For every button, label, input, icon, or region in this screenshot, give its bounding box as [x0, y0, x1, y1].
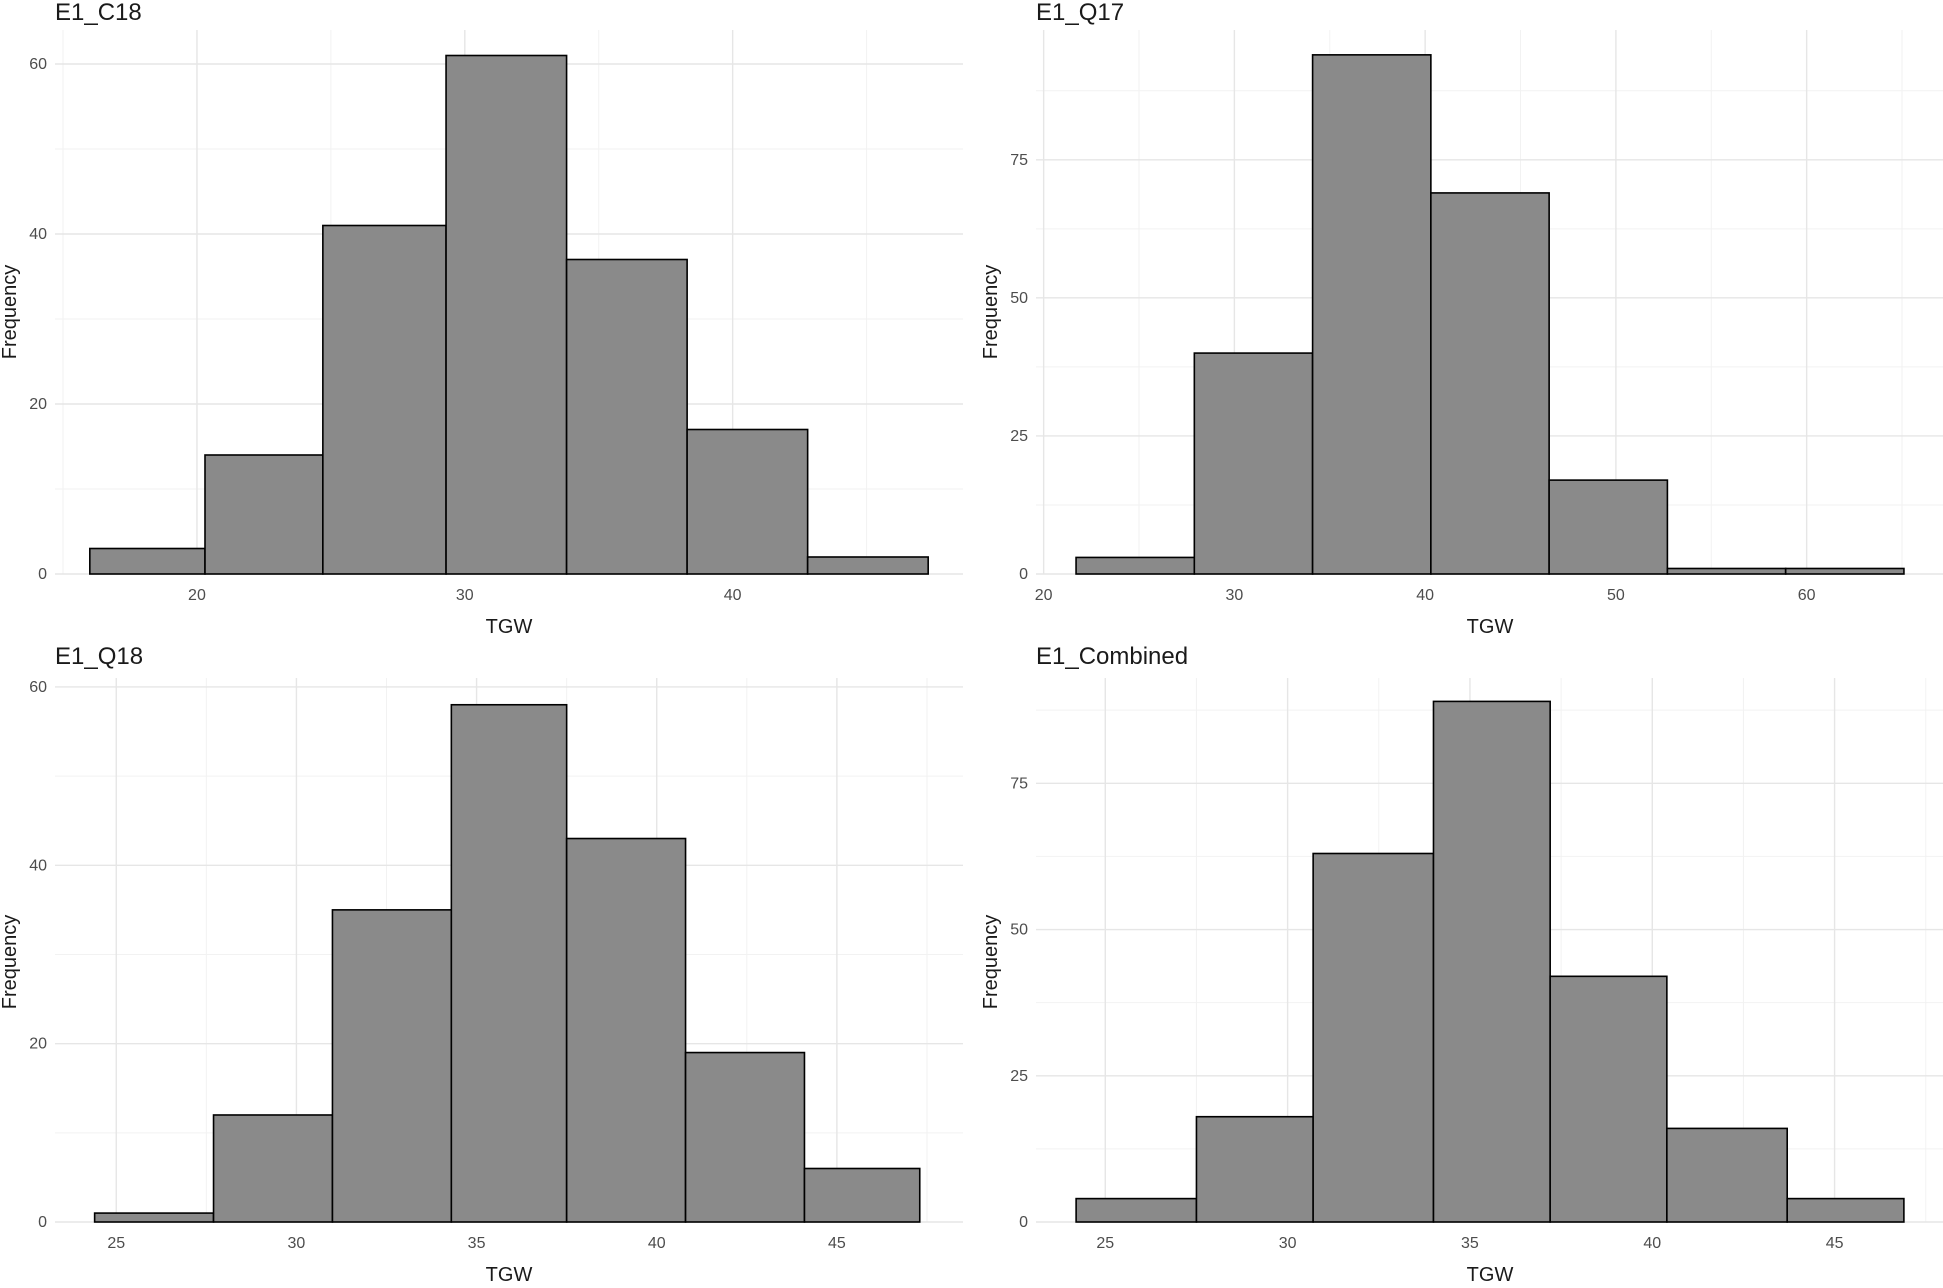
y-tick-label: 75	[1010, 152, 1028, 169]
histogram-bar	[1666, 567, 1787, 575]
y-tick-label: 20	[29, 396, 47, 413]
x-tick-label: 40	[724, 587, 742, 604]
histogram-bar	[1311, 54, 1432, 575]
x-tick-label: 35	[468, 1235, 486, 1252]
y-tick-label: 0	[1019, 1214, 1028, 1231]
x-tick-label: 20	[1035, 587, 1053, 604]
x-tick-label: 50	[1607, 587, 1625, 604]
histogram-bar	[1312, 852, 1435, 1223]
x-tick-label: 25	[107, 1235, 125, 1252]
histogram-bar	[565, 258, 688, 575]
histogram-panel-e1-c18: 20 30 40 0 20 40 60 E1_C18 TGW Frequency	[0, 0, 971, 644]
histogram-bar	[89, 547, 206, 575]
histogram-bar	[686, 428, 809, 575]
histogram-bar	[1430, 192, 1550, 575]
histogram-bar	[1075, 1197, 1198, 1223]
x-tick-label: 30	[1279, 1235, 1297, 1252]
histogram-svg: 25 30 35 40 45 0 25 50 75 E1_Combined TGW Freque…	[981, 644, 1943, 1286]
histogram-panel-e1-q18: 25 30 35 40 45 0 20 40 60 E1_Q18 TGW Frequency	[0, 644, 971, 1288]
histogram-bar	[212, 1114, 334, 1223]
histogram-bar	[1075, 556, 1196, 575]
x-tick-label: 20	[188, 587, 206, 604]
histogram-bar	[1784, 567, 1905, 575]
y-tick-label: 0	[38, 566, 47, 583]
histogram-bar	[450, 703, 568, 1223]
histogram-bar	[684, 1051, 806, 1223]
histogram-bar	[806, 556, 929, 575]
histogram-bar	[322, 224, 447, 575]
histogram-bar	[1548, 479, 1669, 575]
histogram-bar	[93, 1212, 215, 1223]
chart-title: E1_Q18	[55, 644, 143, 670]
x-tick-label: 25	[1096, 1235, 1114, 1252]
histogram-svg: 20 30 40 50 60 0 25 50 75 E1_Q17 TGW Frequency	[981, 0, 1943, 638]
chart-title: E1_Q17	[1036, 0, 1124, 26]
histogram-bar	[1666, 1127, 1788, 1223]
y-tick-label: 60	[29, 56, 47, 73]
histogram-bar	[565, 837, 687, 1223]
histogram-bar	[445, 54, 568, 575]
y-tick-label: 50	[1010, 922, 1028, 939]
x-axis-label: TGW	[1467, 1264, 1514, 1286]
x-axis-label: TGW	[486, 616, 533, 638]
histogram-bar	[1432, 700, 1551, 1223]
x-tick-label: 35	[1461, 1235, 1479, 1252]
histogram-panel-e1-combined: 25 30 35 40 45 0 25 50 75 E1_Combined TGW Freque…	[981, 644, 1943, 1288]
x-axis-label: TGW	[486, 1264, 533, 1286]
x-tick-label: 45	[828, 1235, 846, 1252]
x-tick-label: 40	[648, 1235, 666, 1252]
y-tick-label: 0	[1019, 566, 1028, 583]
y-axis-label: Frequency	[0, 915, 21, 1010]
histogram-bar	[803, 1167, 921, 1223]
x-tick-label: 30	[288, 1235, 306, 1252]
y-tick-label: 40	[29, 226, 47, 243]
chart-title: E1_C18	[55, 0, 142, 26]
x-tick-label: 60	[1798, 587, 1816, 604]
y-tick-label: 60	[29, 679, 47, 696]
x-tick-label: 30	[456, 587, 474, 604]
histogram-bar	[204, 454, 324, 575]
x-tick-label: 30	[1225, 587, 1243, 604]
histogram-panel-e1-q17: 20 30 40 50 60 0 25 50 75 E1_Q17 TGW Frequency	[981, 0, 1943, 644]
y-tick-label: 40	[29, 857, 47, 874]
x-tick-label: 40	[1643, 1235, 1661, 1252]
y-axis-label: Frequency	[981, 265, 1002, 360]
y-tick-label: 25	[1010, 428, 1028, 445]
x-tick-label: 45	[1826, 1235, 1844, 1252]
y-tick-label: 0	[38, 1214, 47, 1231]
histogram-svg: 25 30 35 40 45 0 20 40 60 E1_Q18 TGW Frequency	[0, 644, 963, 1286]
histogram-bar	[1195, 1115, 1314, 1223]
y-tick-label: 50	[1010, 290, 1028, 307]
y-tick-label: 20	[29, 1036, 47, 1053]
y-tick-label: 75	[1010, 775, 1028, 792]
histogram-bar	[1786, 1197, 1905, 1223]
y-axis-label: Frequency	[981, 915, 1002, 1010]
histogram-svg: 20 30 40 0 20 40 60 E1_C18 TGW Frequency	[0, 0, 963, 638]
y-tick-label: 25	[1010, 1068, 1028, 1085]
x-tick-label: 40	[1416, 587, 1434, 604]
x-axis-label: TGW	[1467, 616, 1514, 638]
chart-title: E1_Combined	[1036, 644, 1188, 670]
histogram-bar	[1549, 975, 1668, 1223]
histogram-bar	[1193, 352, 1314, 575]
y-axis-label: Frequency	[0, 265, 21, 360]
histogram-bar	[331, 909, 453, 1223]
